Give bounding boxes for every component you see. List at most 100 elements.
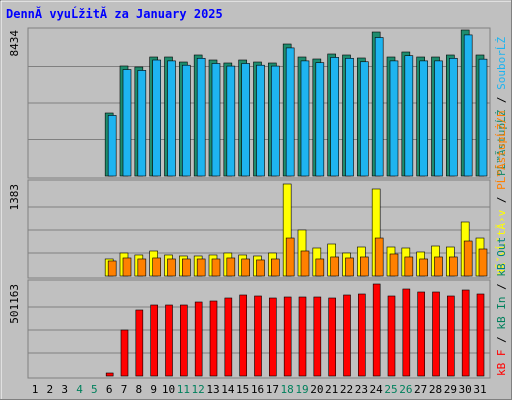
x-tick-label: 5 [91,383,98,396]
bar [478,58,488,177]
bar [345,57,354,177]
legend-entry: PĹ™Ă­stupĹŻ/h [495,110,508,189]
x-tick-label: 2 [47,383,54,396]
bar [182,258,191,277]
x-tick-label: 16 [251,383,264,396]
bar [239,294,247,377]
x-tick-label: 21 [325,383,338,396]
x-tick-label: 25 [384,383,397,396]
bar [432,291,440,377]
bar [300,60,310,177]
bar [224,297,233,377]
bar [389,60,399,177]
x-tick-label: 17 [266,383,279,396]
x-tick-label: 3 [61,383,68,396]
bar [209,300,218,377]
legend-separator: / [495,190,508,210]
x-tick-label: 27 [414,383,427,396]
bar [463,240,473,277]
bar [165,304,173,377]
bar [271,65,280,177]
bar [167,258,176,277]
bar [271,258,280,277]
legend: kB F / kB In / kB Out [495,237,508,376]
bar [107,115,117,177]
bar [315,62,325,177]
bar [137,258,147,277]
legend-entry: SouborĹŻ [495,37,508,90]
legend-separator: / [495,90,508,110]
legend-separator: / [495,330,508,350]
bar [345,257,354,277]
bar [152,59,161,177]
bar [447,295,455,377]
bar [256,64,265,177]
chart-title: DennĂ­ vyuĹžitĂ­ za January 2025 [6,6,223,21]
bar [360,256,369,277]
bar [150,304,158,377]
bar [402,288,411,377]
bar [476,293,485,377]
x-tick-label: 31 [473,383,486,396]
legend-entry: PĹ™Ă­stupĹŻ [495,109,508,176]
bar [226,257,236,277]
x-tick-label: 30 [459,383,472,396]
bar [419,258,428,277]
bar [387,295,396,377]
x-tick-label: 24 [370,383,384,396]
bar [285,237,295,277]
bar [241,63,250,177]
bar [256,259,265,277]
bar [404,256,414,277]
x-tick-label: 4 [76,383,83,396]
legend-entry: kB F [495,350,508,377]
bar [404,55,414,177]
bar [285,47,295,177]
bar [343,294,351,377]
bar [269,297,277,377]
bar [417,291,425,377]
bar [167,60,176,177]
y-tick-label: 8434 [8,30,21,57]
bar [211,63,221,177]
bar [360,61,369,177]
bar [211,258,221,277]
x-tick-label: 23 [355,383,368,396]
bar [478,248,488,277]
x-tick-label: 7 [121,383,128,396]
x-tick-label: 19 [295,383,308,396]
bar [434,256,443,277]
bar [194,301,203,377]
legend: NĂˇvĹˇtÄ›v / PĹ™Ă­stupĹŻ/h [495,110,508,276]
x-tick-label: 8 [136,383,143,396]
y-tick-label: 1383 [8,184,21,211]
x-tick-label: 15 [236,383,249,396]
bar [300,250,310,277]
x-tick-label: 6 [106,383,113,396]
x-tick-label: 26 [399,383,412,396]
x-tick-label: 9 [150,383,157,396]
bar [283,296,292,377]
bar [196,258,206,277]
bar [330,256,339,277]
bar [330,57,339,177]
x-tick-label: 1 [32,383,39,396]
bar [241,258,250,277]
legend-separator: / [495,277,508,297]
bar [449,256,458,277]
bar [122,257,132,277]
bar [122,69,132,177]
bar [152,257,161,277]
bar [298,296,307,377]
bar [315,258,325,277]
bar [196,57,206,177]
x-tick-label: 28 [429,383,442,396]
legend-entry: NĂˇvĹˇtÄ›v [495,209,508,276]
x-tick-label: 20 [310,383,323,396]
x-tick-label: 11 [177,383,190,396]
x-tick-label: 22 [340,383,353,396]
bar [463,34,473,177]
bar [180,304,188,377]
bar [434,60,443,177]
